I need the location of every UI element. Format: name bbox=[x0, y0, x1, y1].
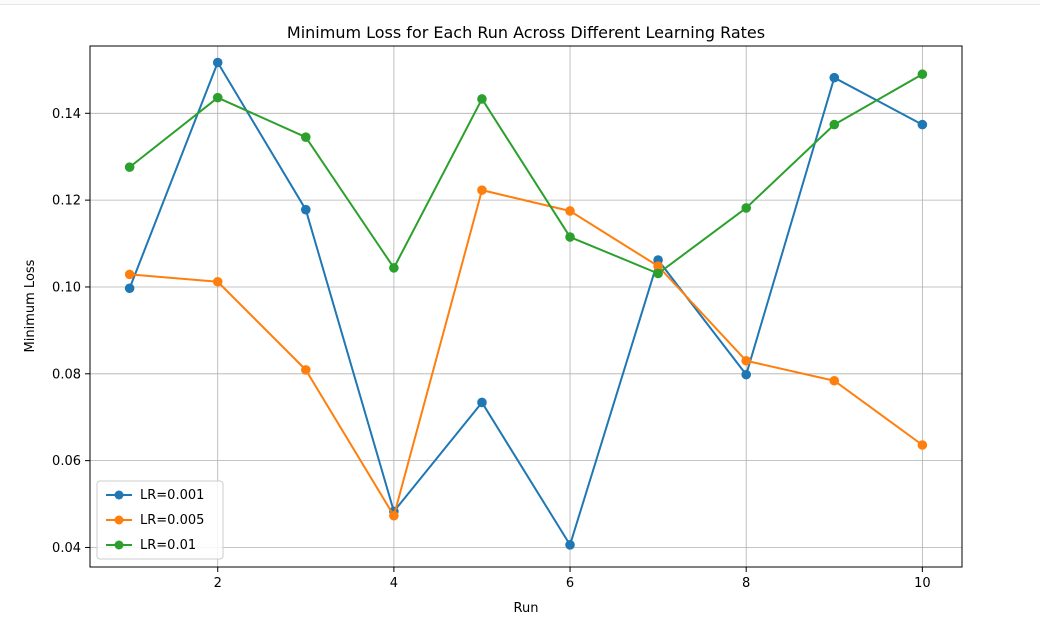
series-line-3 bbox=[129, 73, 923, 275]
series-1-point-8 bbox=[741, 369, 752, 380]
y-tick-label-3: 0.10 bbox=[52, 280, 81, 295]
series-1-point-2 bbox=[212, 57, 223, 68]
grid-lines bbox=[90, 46, 962, 567]
series-3-point-7 bbox=[653, 268, 663, 279]
x-tick-label-10: 10 bbox=[914, 576, 931, 591]
x-tick-label-4: 4 bbox=[390, 576, 398, 591]
series-2-point-5 bbox=[477, 185, 487, 195]
series-2-point-6 bbox=[565, 206, 575, 216]
series-2-point-10 bbox=[917, 440, 928, 450]
legend-frame bbox=[96, 480, 224, 560]
legend-marker-1 bbox=[114, 490, 124, 500]
series-1-point-5 bbox=[477, 397, 487, 408]
x-axis-label: Run bbox=[514, 601, 539, 616]
legend-label-2: LR=0.005 bbox=[140, 513, 204, 528]
series-1-point-6 bbox=[565, 540, 575, 550]
series-3-point-9 bbox=[829, 119, 840, 130]
series-2-point-4 bbox=[389, 510, 399, 521]
series-3-point-4 bbox=[389, 263, 399, 273]
y-axis-label: Minimum Loss bbox=[23, 259, 38, 352]
y-tick-label-1: 0.06 bbox=[52, 454, 81, 469]
series-3-point-8 bbox=[741, 203, 752, 213]
series-2-point-3 bbox=[300, 365, 311, 375]
series-2-point-9 bbox=[829, 375, 840, 386]
series-3-point-5 bbox=[477, 94, 487, 104]
series-1-point-3 bbox=[300, 204, 311, 215]
x-tick-label-2: 2 bbox=[214, 576, 222, 591]
legend-label-1: LR=0.001 bbox=[140, 488, 204, 503]
series-3-point-2 bbox=[212, 92, 223, 103]
series-3-point-1 bbox=[124, 162, 135, 172]
series-line-2 bbox=[129, 189, 923, 517]
y-tick-label-0: 0.04 bbox=[52, 541, 81, 556]
y-ticks: 0.04 0.06 0.08 0.10 0.12 0.14 bbox=[52, 107, 90, 556]
x-tick-label-8: 8 bbox=[742, 576, 750, 591]
series-3-point-3 bbox=[300, 132, 311, 142]
legend: LR=0.001 LR=0.005 LR=0.01 bbox=[96, 480, 224, 560]
legend-label-3: LR=0.01 bbox=[140, 538, 196, 553]
x-ticks: 2 4 6 8 10 bbox=[214, 567, 931, 591]
series-3-point-10 bbox=[917, 69, 928, 80]
series-2-point-1 bbox=[124, 269, 135, 280]
y-tick-label-4: 0.12 bbox=[52, 194, 81, 209]
top-rule bbox=[0, 0, 1040, 5]
series-3-point-6 bbox=[565, 232, 575, 242]
series-2-point-8 bbox=[741, 355, 752, 366]
plot-area-frame bbox=[89, 45, 963, 568]
legend-marker-3 bbox=[114, 540, 124, 550]
y-tick-label-2: 0.08 bbox=[52, 367, 81, 382]
series-2-point-2 bbox=[212, 276, 223, 287]
series-1-point-9 bbox=[829, 72, 840, 83]
series-2-point-7 bbox=[653, 261, 663, 271]
series-1-point-1 bbox=[124, 283, 135, 294]
series-1-point-10 bbox=[917, 119, 928, 130]
y-tick-label-5: 0.14 bbox=[52, 107, 81, 122]
chart-title: Minimum Loss for Each Run Across Differe… bbox=[287, 23, 765, 42]
x-tick-label-6: 6 bbox=[566, 576, 574, 591]
series-line-1 bbox=[128, 61, 923, 546]
series-layer bbox=[124, 57, 928, 550]
legend-marker-2 bbox=[114, 515, 124, 525]
